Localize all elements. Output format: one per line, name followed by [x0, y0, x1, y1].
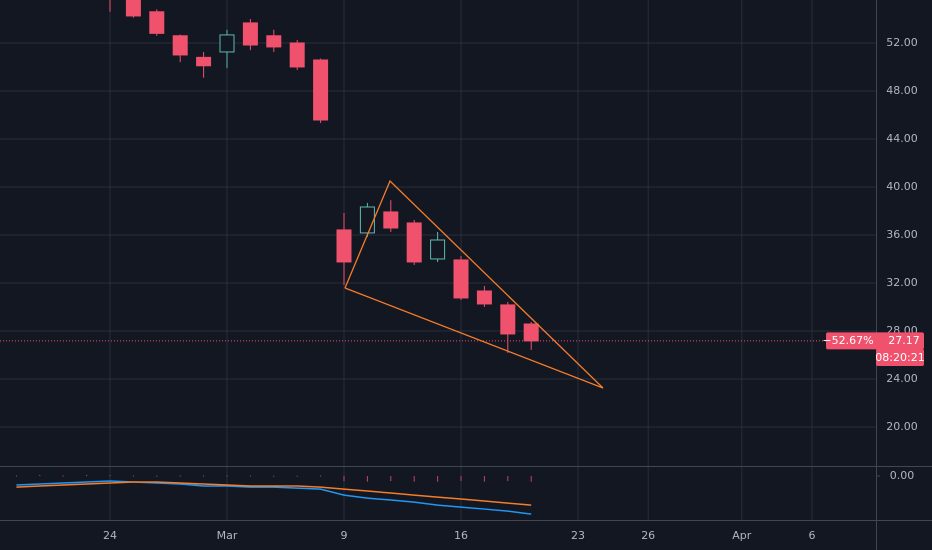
histogram-bar [249, 475, 251, 477]
candle-body [523, 323, 539, 342]
candle-body [476, 290, 492, 305]
y-tick-label: 40.00 [886, 180, 918, 193]
y-tick-label: 20.00 [886, 420, 918, 433]
timer-box [876, 349, 924, 366]
histogram-bar [203, 475, 205, 477]
candle-body [500, 304, 516, 335]
x-tick-label: 6 [809, 529, 816, 542]
candle-body [266, 35, 282, 48]
candle-body [172, 35, 188, 56]
candle-body [430, 239, 446, 260]
histogram-bar [460, 476, 462, 482]
price-pane [0, 0, 876, 353]
histogram-bar [437, 476, 439, 482]
timer-label: 08:20:21 [875, 351, 924, 364]
histogram-bar [320, 475, 322, 477]
histogram-bar [530, 476, 532, 482]
histogram-bar [507, 476, 509, 482]
candle-body [336, 229, 352, 263]
candle-body [313, 59, 329, 121]
y-tick-label: 36.00 [886, 228, 918, 241]
candle-body [242, 22, 258, 46]
histogram-bar [62, 475, 64, 477]
histogram-bar [343, 476, 345, 482]
indicator-line [16, 481, 532, 506]
x-tick-label: Apr [732, 529, 752, 542]
change-label: −52.67% [822, 334, 873, 347]
y-tick-label: 24.00 [886, 372, 918, 385]
candle-body [453, 259, 469, 299]
candle-body [196, 56, 212, 67]
histogram-bar [366, 476, 368, 482]
y-tick-label: 32.00 [886, 276, 918, 289]
histogram-bar [156, 475, 158, 477]
x-tick-label: 9 [341, 529, 348, 542]
y-tick-label: 44.00 [886, 132, 918, 145]
histogram-bar [109, 475, 111, 477]
y-tick-label: 48.00 [886, 84, 918, 97]
histogram-bar [413, 476, 415, 482]
indicator-line [16, 480, 532, 515]
last-price-label: 27.17 [888, 334, 920, 347]
histogram-bar [226, 475, 228, 477]
triangle-drawing [344, 179, 604, 389]
x-tick-label: Mar [217, 529, 238, 542]
y-tick-label: 52.00 [886, 36, 918, 49]
candle-body [149, 11, 165, 34]
indicator-pane [15, 474, 532, 515]
histogram-bar [273, 475, 275, 477]
x-tick-label: 26 [641, 529, 655, 542]
histogram-bar [39, 474, 41, 477]
y2-tick-label: 0.00 [890, 469, 915, 482]
candle-body [406, 222, 422, 263]
candle-body [383, 211, 399, 229]
histogram-bar [483, 476, 485, 482]
histogram-bar [179, 475, 181, 477]
candle-body [219, 34, 235, 53]
last-price-box [826, 332, 924, 350]
histogram-bar [296, 475, 298, 477]
histogram-bar [132, 475, 134, 477]
histogram-bar [15, 475, 17, 477]
candle-body [289, 42, 305, 68]
histogram-bar [86, 474, 88, 477]
candle-body [359, 206, 375, 234]
histogram-bar [390, 476, 392, 482]
candle-body [125, 0, 141, 17]
x-tick-label: 23 [571, 529, 585, 542]
x-tick-label: 24 [103, 529, 117, 542]
x-tick-label: 16 [454, 529, 468, 542]
